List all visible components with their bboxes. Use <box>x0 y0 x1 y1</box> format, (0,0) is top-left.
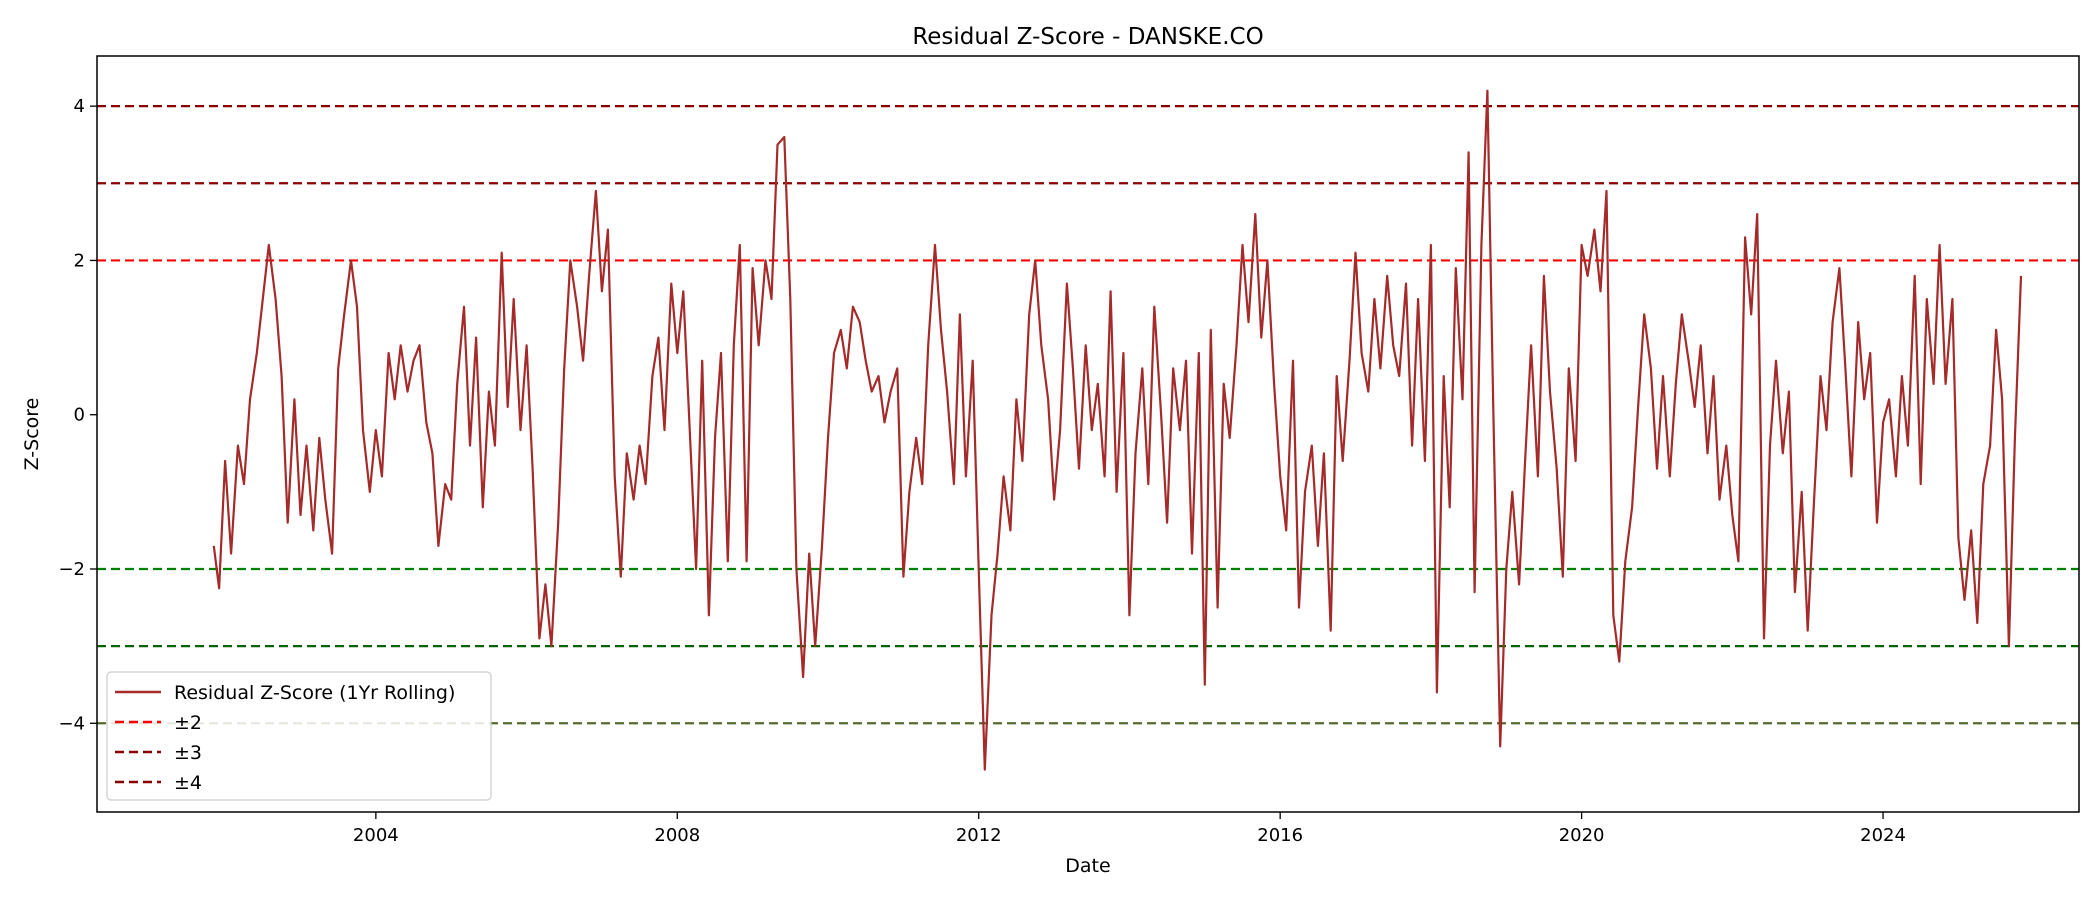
y-axis-label: Z-Score <box>21 398 43 471</box>
legend-label-1: ±2 <box>174 712 202 734</box>
y-axis-ticks: −4 −2 0 2 4 <box>58 96 97 734</box>
reference-lines <box>97 105 2079 725</box>
legend-label-2: ±3 <box>174 742 202 764</box>
legend-label-3: ±4 <box>174 772 202 794</box>
x-tick-label: 2004 <box>353 825 399 846</box>
x-tick-label: 2024 <box>1860 825 1906 846</box>
y-tick-label: −2 <box>58 559 85 580</box>
y-tick-label: 0 <box>74 405 85 426</box>
x-axis-ticks: 2004 2008 2012 2016 2020 2024 <box>353 812 1906 846</box>
y-tick-label: 2 <box>74 250 85 271</box>
y-tick-label: −4 <box>58 713 85 734</box>
x-tick-label: 2008 <box>654 825 700 846</box>
x-tick-label: 2016 <box>1257 825 1303 846</box>
series-line-0 <box>212 89 2023 771</box>
legend-box <box>106 671 492 801</box>
legend-label-0: Residual Z-Score (1Yr Rolling) <box>174 682 455 704</box>
x-axis-label: Date <box>1065 855 1110 877</box>
legend: Residual Z-Score (1Yr Rolling) ±2 ±3 ±4 <box>106 671 492 801</box>
x-tick-label: 2020 <box>1559 825 1605 846</box>
plot-frame <box>96 55 2080 813</box>
series-layer <box>212 89 2023 771</box>
x-tick-label: 2012 <box>956 825 1002 846</box>
chart-title: Residual Z-Score - DANSKE.CO <box>912 24 1263 50</box>
y-tick-label: 4 <box>74 96 85 117</box>
